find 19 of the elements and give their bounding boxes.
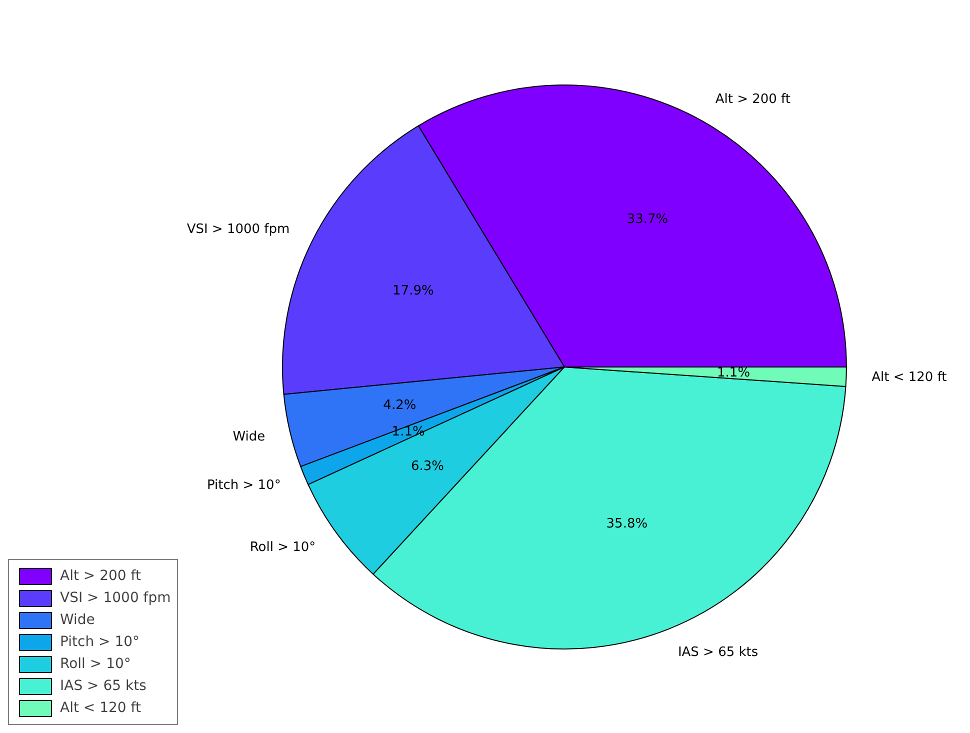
- legend-label: Pitch > 10°: [60, 634, 140, 650]
- slice-label: Alt < 120 ft: [872, 370, 947, 386]
- slice-label: Pitch > 10°: [206, 478, 281, 493]
- data-label: 17.9%: [392, 284, 434, 299]
- legend-label: Wide: [60, 612, 95, 628]
- data-label: 35.8%: [606, 516, 648, 532]
- data-label: 6.3%: [411, 458, 444, 474]
- slice-label: VSI > 1000 fpm: [186, 222, 290, 237]
- legend-label: Alt < 120 ft: [60, 700, 141, 716]
- legend-label: Alt > 200 ft: [60, 568, 141, 584]
- legend-label: IAS > 65 kts: [60, 678, 146, 694]
- slice-label: Wide: [232, 429, 266, 444]
- slice-label: Alt > 200 ft: [715, 92, 790, 107]
- data-label: 4.2%: [383, 398, 416, 413]
- legend-label: Roll > 10°: [60, 656, 131, 672]
- legend-label: VSI > 1000 fpm: [60, 590, 171, 606]
- data-label: 33.7%: [626, 212, 668, 228]
- slice-label: Roll > 10°: [250, 540, 316, 555]
- slice-label: IAS > 65 kts: [678, 645, 758, 660]
